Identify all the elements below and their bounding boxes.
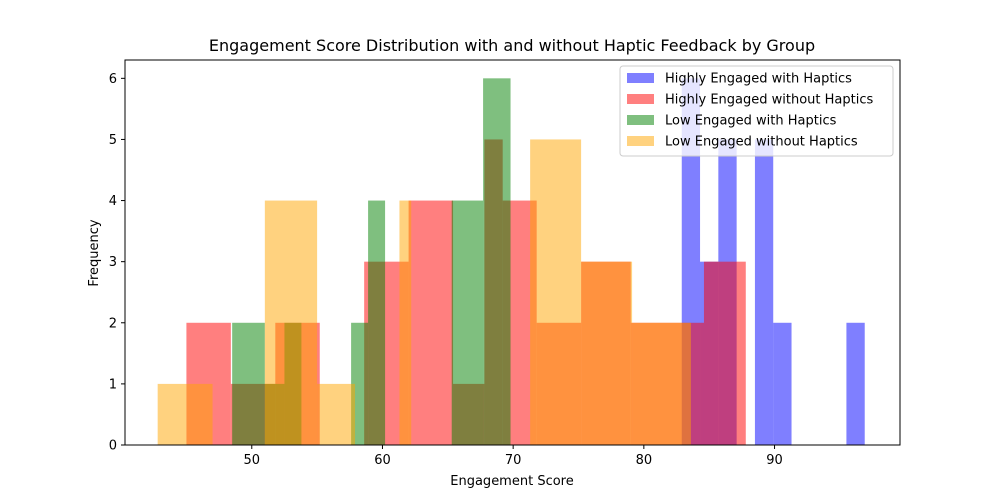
bar-s2-b7 xyxy=(451,200,484,445)
y-axis: 0 1 2 3 4 5 6 xyxy=(109,72,125,454)
legend-swatch-0 xyxy=(627,73,654,83)
bar-s3-b12 xyxy=(632,322,691,445)
bars-layer xyxy=(157,78,865,445)
bar-s0-b5 xyxy=(773,322,792,445)
bar-s1-b12 xyxy=(703,261,746,445)
legend-items: Highly Engaged with Haptics Highly Engage… xyxy=(627,72,873,150)
y-tick-label: 4 xyxy=(109,194,117,209)
legend-label-1: Highly Engaged without Haptics xyxy=(665,93,873,108)
legend-label-0: Highly Engaged with Haptics xyxy=(665,72,852,87)
bar-s1-b5 xyxy=(408,200,454,445)
bar-s2-b0 xyxy=(232,322,265,445)
y-axis-label: Frequency xyxy=(87,219,102,286)
bar-s3-b6 xyxy=(399,200,412,445)
bar-s3-b0 xyxy=(157,383,187,445)
legend-label-2: Low Engaged with Haptics xyxy=(665,114,837,129)
bar-s3-b1 xyxy=(186,383,213,445)
x-tick-label: 80 xyxy=(636,453,653,468)
legend-label-3: Low Engaged without Haptics xyxy=(665,135,858,150)
legend-swatch-3 xyxy=(627,136,654,146)
x-axis-label: Engagement Score xyxy=(450,474,573,489)
x-tick-label: 90 xyxy=(766,453,783,468)
x-tick-label: 70 xyxy=(505,453,522,468)
x-tick-label: 50 xyxy=(243,453,260,468)
legend-frame xyxy=(619,65,894,157)
bar-s0-b7 xyxy=(846,322,865,445)
bar-s3-b3 xyxy=(264,200,318,445)
legend: Highly Engaged with Haptics Highly Engage… xyxy=(619,65,894,157)
bar-s2-b5 xyxy=(368,200,386,445)
x-tick-label: 60 xyxy=(374,453,391,468)
y-tick-label: 0 xyxy=(109,439,117,454)
y-tick-label: 3 xyxy=(109,255,117,270)
bar-s2-b8 xyxy=(483,78,511,445)
y-tick-label: 6 xyxy=(109,72,117,87)
bar-s3-b11 xyxy=(581,261,633,445)
legend-swatch-1 xyxy=(627,94,654,104)
bar-s2-b4 xyxy=(351,322,369,445)
y-tick-label: 2 xyxy=(109,316,117,331)
chart-title: Engagement Score Distribution with and w… xyxy=(209,36,815,55)
legend-swatch-2 xyxy=(627,115,654,125)
bar-s0-b4 xyxy=(754,139,774,445)
plot-frame xyxy=(124,59,901,446)
y-tick-label: 1 xyxy=(109,377,117,392)
x-axis: 50 60 70 80 90 xyxy=(243,445,783,468)
y-tick-label: 5 xyxy=(109,133,117,148)
bar-s3-b4 xyxy=(317,383,356,445)
bar-s3-b10 xyxy=(530,139,582,445)
